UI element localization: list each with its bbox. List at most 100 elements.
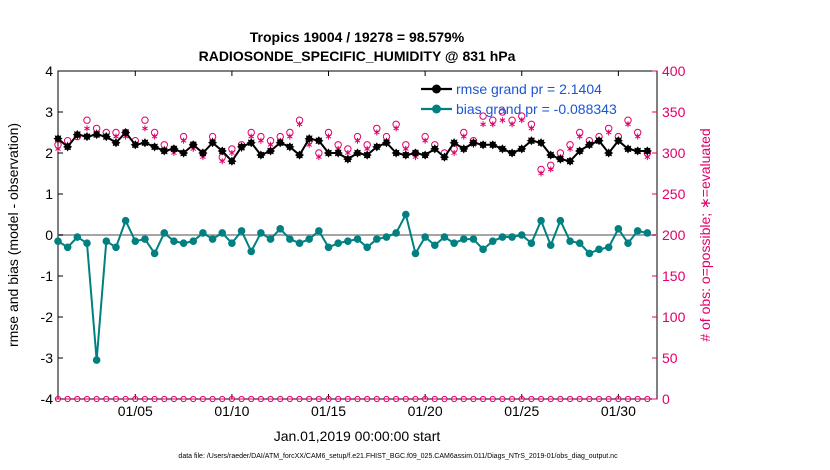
possible-baseline-point <box>64 395 71 403</box>
possible-baseline-point <box>547 395 554 403</box>
possible-baseline-point <box>499 395 506 403</box>
bias-point <box>266 235 275 243</box>
bias-point <box>208 235 217 243</box>
rmse-point <box>207 138 218 148</box>
evaluated-point <box>219 158 226 165</box>
bias-point <box>179 239 188 247</box>
evaluated-point <box>316 154 322 161</box>
bias-series <box>54 210 652 364</box>
y-left-axis-label: rmse and bias (model - observation) <box>5 123 21 347</box>
possible-baseline-point <box>190 395 197 403</box>
bias-point <box>585 249 594 258</box>
bias-point <box>430 241 439 250</box>
evaluated-point <box>480 121 486 128</box>
y-right-tick-label: 350 <box>662 104 686 120</box>
possible-baseline-point <box>576 395 583 403</box>
bias-point <box>633 227 642 235</box>
rmse-point <box>565 156 575 166</box>
x-tick-label: 01/10 <box>214 403 249 419</box>
possible-point <box>498 108 507 116</box>
series-layer <box>53 108 652 403</box>
bias-point <box>150 249 159 258</box>
evaluated-point <box>84 125 90 132</box>
chart-title: Tropics 19004 / 19278 = 98.579% <box>250 29 465 45</box>
rmse-point <box>449 138 459 148</box>
possible-baseline-point <box>132 395 139 403</box>
possible-baseline-point <box>441 395 448 403</box>
bias-point <box>643 229 652 237</box>
evaluated-point <box>142 125 148 132</box>
rmse-point <box>236 142 247 152</box>
evaluated-point <box>393 125 399 132</box>
rmse-point <box>517 144 527 154</box>
possible-baseline-point <box>364 395 371 403</box>
y-left-tick-label: 2 <box>45 145 53 161</box>
chart-subtitle: RADIOSONDE_SPECIFIC_HUMIDITY @ 831 hPa <box>199 48 516 64</box>
y-left-tick-label: 1 <box>45 186 53 202</box>
possible-baseline-point <box>557 395 564 403</box>
possible-baseline-point <box>595 395 603 403</box>
bias-point <box>595 245 603 254</box>
rmse-point <box>333 148 343 158</box>
possible-baseline-point <box>489 395 496 403</box>
rmse-point <box>372 142 382 152</box>
y-right-tick-label: 300 <box>662 145 686 161</box>
rmse-point <box>488 140 498 150</box>
bias-point <box>63 243 72 252</box>
possible-baseline-point <box>393 395 400 403</box>
y-left-tick-label: -1 <box>41 268 54 284</box>
evaluated-point <box>538 170 544 177</box>
rmse-point <box>323 148 334 158</box>
x-axis-ticks: 01/05 01/10 01/15 01/20 01/25 01/30 <box>118 71 636 419</box>
possible-baseline-point <box>103 395 110 403</box>
bias-point <box>305 235 313 243</box>
y-right-tick-label: 250 <box>662 186 686 202</box>
x-tick-label: 01/25 <box>504 403 539 419</box>
bias-point <box>537 216 545 225</box>
possible-baseline-point <box>412 395 419 403</box>
rmse-point <box>468 138 479 148</box>
bias-point <box>189 237 198 245</box>
evaluated-point <box>625 121 631 128</box>
x-tick-label: 01/05 <box>118 403 153 419</box>
evaluated-point <box>55 145 61 152</box>
bias-point <box>546 241 555 250</box>
x-tick-label: 01/20 <box>408 403 443 419</box>
possible-baseline-point <box>344 395 351 403</box>
y-right-axis-ticks: 0 50 100 150 200 250 300 350 400 <box>652 63 686 407</box>
possible-baseline-point <box>219 395 226 403</box>
rmse-point <box>526 136 536 146</box>
bias-point <box>237 227 246 235</box>
rmse-point <box>575 146 585 156</box>
possible-baseline-point <box>141 395 149 403</box>
bias-point <box>73 233 82 241</box>
rmse-point <box>391 148 401 158</box>
y-left-tick-label: 0 <box>45 227 53 243</box>
bias-point <box>469 235 478 243</box>
rmse-point <box>294 150 305 160</box>
possible-baseline-point <box>422 395 429 403</box>
y-right-tick-label: 0 <box>662 391 670 407</box>
evaluated-point <box>229 150 235 156</box>
possible-baseline-point <box>354 395 361 403</box>
bias-point <box>479 245 487 254</box>
rmse-point <box>130 140 140 150</box>
possible-baseline-point <box>306 395 313 403</box>
evaluated-point <box>296 121 303 128</box>
possible-baseline-point <box>470 395 477 403</box>
bias-point <box>556 216 565 225</box>
bias-point <box>363 243 371 252</box>
rmse-point <box>140 138 150 148</box>
evaluated-point <box>422 137 428 144</box>
possible-baseline-point <box>624 395 632 403</box>
bias-point <box>141 235 149 243</box>
possible-baseline-point <box>112 395 120 403</box>
rmse-point <box>198 148 208 158</box>
rmse-point <box>613 136 623 146</box>
possible-baseline-point <box>83 395 91 403</box>
y-right-tick-label: 100 <box>662 309 686 325</box>
rmse-point <box>381 138 392 148</box>
bias-point <box>566 237 574 245</box>
y-right-tick-label: 400 <box>662 63 686 79</box>
